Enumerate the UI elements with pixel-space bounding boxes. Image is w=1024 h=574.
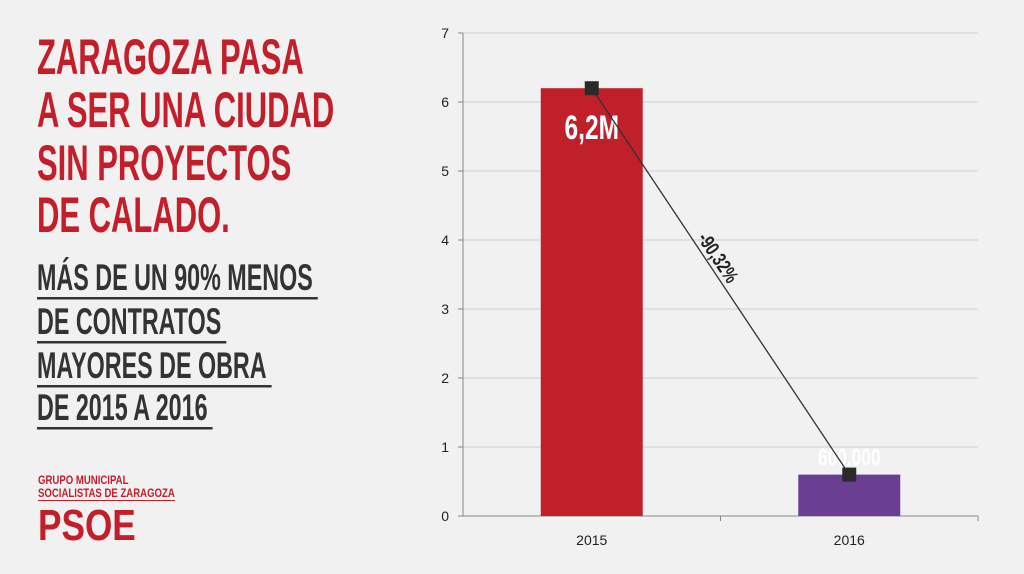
y-tick-label: 7 [441, 25, 449, 41]
y-tick-label: 3 [441, 301, 449, 317]
y-tick-label: 0 [441, 508, 449, 524]
y-tick-label: 5 [441, 163, 449, 179]
y-tick-label: 6 [441, 94, 449, 110]
logo-brand: PSOE [38, 501, 136, 550]
trend-marker [842, 467, 857, 482]
logo-line: GRUPO MUNICIPAL [38, 474, 129, 487]
subheadline-line: DE 2015 A 2016 [37, 386, 208, 428]
headline-line: ZARAGOZA PASA [37, 28, 304, 84]
trend-marker [584, 81, 599, 96]
underline [37, 385, 272, 388]
bar [540, 88, 643, 516]
underline [37, 297, 318, 300]
underline [37, 341, 227, 344]
x-tick-label: 2015 [576, 532, 607, 548]
logo-line: SOCIALISTAS DE ZARAGOZA [38, 487, 175, 500]
subheadline-line: DE CONTRATOS [37, 300, 221, 342]
underline [37, 427, 213, 430]
value-label: 6,2M [565, 109, 619, 147]
logo-rule [38, 500, 175, 501]
y-tick-label: 2 [441, 370, 449, 386]
y-tick-label: 1 [441, 439, 449, 455]
value-label-group: 600.000 [818, 445, 880, 471]
value-label: 600.000 [818, 445, 880, 471]
headline-line: SIN PROYECTOS [37, 134, 291, 190]
subheadline-line: MAYORES DE OBRA [37, 344, 267, 386]
headline-line: A SER UNA CIUDAD [37, 81, 334, 137]
y-tick-label: 4 [441, 232, 449, 248]
x-tick-label: 2016 [834, 532, 865, 548]
subheadline-line: MÁS DE UN 90% MENOS [37, 256, 313, 298]
value-label-group: 6,2M [565, 109, 619, 147]
trend-line [591, 87, 850, 475]
headline-line: DE CALADO. [37, 186, 230, 242]
